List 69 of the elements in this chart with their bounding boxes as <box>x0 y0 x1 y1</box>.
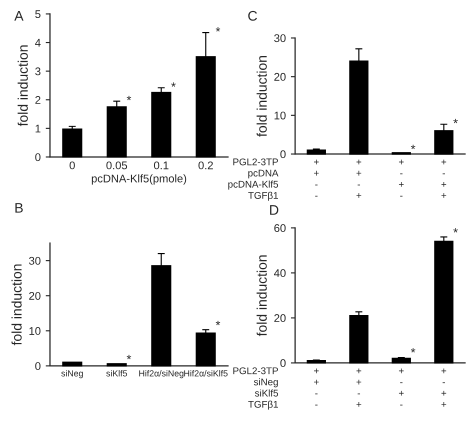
text: PGL2-3TP <box>233 367 278 374</box>
x-tick-label: + + - - <box>314 368 319 406</box>
y-tick-label: 5 <box>35 10 40 18</box>
annotation: * <box>410 144 416 150</box>
y-tick-label: 10 <box>274 112 286 120</box>
x-tick-label: + - + + <box>441 160 446 198</box>
y-axis-title: fold induction <box>11 264 22 346</box>
x-tick-label: + + - + <box>356 160 362 198</box>
y-tick-label: 0 <box>280 150 286 158</box>
y-axis-title: fold induction <box>256 255 267 336</box>
chart-title: B <box>15 203 23 213</box>
annotation: * <box>216 320 220 326</box>
y-tick-label: 0 <box>280 359 286 368</box>
chart-title: D <box>270 205 278 215</box>
x-tick-label: + + - + <box>356 368 362 407</box>
text: siKlf5 <box>254 389 278 397</box>
y-tick-label: 20 <box>29 292 41 300</box>
bar <box>306 149 326 155</box>
y-tick-label: 4 <box>35 38 41 47</box>
x-tick-label: 0.2 <box>198 161 213 170</box>
x-tick-label: 0.1 <box>154 161 168 170</box>
chart-title: C <box>248 10 258 21</box>
annotation: * <box>216 27 220 32</box>
y-tick-label: 30 <box>29 256 41 265</box>
annotation: * <box>171 82 176 87</box>
x-tick-label: + - + + <box>441 368 446 407</box>
text: TGFβ1 <box>248 400 278 410</box>
annotation: * <box>453 228 458 233</box>
annotation: * <box>126 96 132 100</box>
text: pcDNA-Klf5 <box>228 180 278 190</box>
x-tick-label: + - + - <box>398 368 404 406</box>
bar <box>106 363 127 367</box>
y-tick-label: 40 <box>274 269 286 278</box>
bar <box>196 332 216 367</box>
y-tick-label: 2 <box>35 96 40 104</box>
x-tick-label: siNeg <box>61 370 83 378</box>
y-tick-label: 60 <box>274 224 286 232</box>
x-axis-title: pcDNA-Klf5(pmole) <box>92 174 186 185</box>
y-tick-label: 0 <box>35 362 41 370</box>
bar <box>349 314 368 364</box>
x-tick-label: 0.05 <box>106 161 128 170</box>
bar <box>434 240 454 364</box>
annotation: * <box>126 354 132 360</box>
text: PGL2-3TP <box>233 158 278 166</box>
x-tick-label: Hif2α/siNeg <box>139 370 184 378</box>
annotation: * <box>453 118 458 124</box>
x-tick-label: 0 <box>70 161 75 170</box>
y-tick-label: 30 <box>274 34 286 42</box>
y-tick-label: 20 <box>274 314 286 322</box>
x-tick-label: Hif2α/siKlf5 <box>184 370 228 376</box>
y-tick-label: 3 <box>35 67 40 76</box>
y-axis-title: fold induction <box>18 45 28 126</box>
y-axis-title: fold induction <box>256 56 267 137</box>
text: pcDNA <box>248 170 278 178</box>
text: TGFβ1 <box>248 192 278 201</box>
x-tick-label: + + - - <box>314 160 319 197</box>
bar <box>62 128 82 158</box>
bar <box>62 362 82 367</box>
bar <box>151 92 172 158</box>
y-tick-label: 20 <box>274 72 286 81</box>
y-tick-label: 1 <box>36 124 40 132</box>
y-tick-label: 10 <box>29 327 41 335</box>
bar <box>306 360 326 364</box>
x-tick-label: + - + - <box>398 160 404 197</box>
x-tick-label: siKlf5 <box>106 370 128 376</box>
y-tick-label: 0 <box>35 153 41 162</box>
annotation: * <box>410 348 416 352</box>
bar <box>392 358 411 364</box>
chart-title: A <box>14 11 24 21</box>
